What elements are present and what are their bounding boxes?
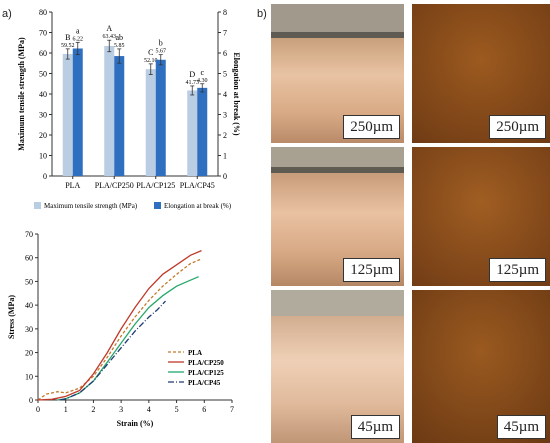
x-tick-label: PLA/CP250 [95, 181, 134, 190]
y-tick-label: 20 [25, 349, 33, 358]
legend-swatch [154, 202, 161, 209]
significance-letter: ab [115, 33, 123, 42]
legend-label: PLA/CP250 [188, 359, 224, 367]
bar [187, 90, 198, 176]
thickness-label: 45µm [350, 415, 400, 439]
y2-tick-label: 4 [223, 90, 227, 99]
y-tick-label: 10 [39, 152, 47, 161]
bar [104, 45, 115, 176]
y2-tick-label: 2 [223, 131, 227, 140]
data-label: 63.43 [103, 34, 117, 40]
x-tick-label: 1 [64, 405, 68, 414]
y-tick-label: 20 [39, 131, 47, 140]
thickness-label: 125µm [489, 258, 546, 282]
series-line [57, 276, 199, 401]
x-tick-label: 6 [202, 405, 206, 414]
significance-letter: b [159, 39, 163, 48]
y-tick-label: 30 [39, 111, 47, 120]
y2-tick-label: 1 [223, 152, 227, 161]
x-tick-label: PLA [65, 181, 80, 190]
bar [114, 56, 125, 177]
y-tick-label: 0 [29, 396, 33, 405]
legend-label: PLA/CP125 [188, 369, 224, 377]
line-chart-stress-strain: 0 10 20 30 40 50 60 70 0 1 2 3 4 5 6 7 Strain (%) Stress … [7, 230, 234, 428]
y2-axis-title: Elongation at break (%) [232, 52, 241, 136]
data-label: 52.10 [144, 58, 158, 64]
legend-label: Elongation at break (%) [164, 202, 232, 210]
significance-letter: c [200, 68, 204, 77]
x-axis-title: Strain (%) [117, 419, 154, 428]
y2-tick-label: 7 [223, 29, 227, 38]
panel-a-label: a) [2, 8, 12, 20]
y2-tick-label: 3 [223, 111, 227, 120]
data-label: 5.85 [114, 43, 125, 49]
significance-letter: a [76, 26, 80, 35]
legend-swatch [34, 202, 41, 209]
legend-label: PLA/CP45 [188, 379, 221, 387]
x-tick-label: 7 [230, 405, 234, 414]
series-line [60, 300, 166, 401]
y-axis-title: Maximum tensile strength (MPa) [17, 37, 26, 151]
bar [197, 87, 208, 176]
y-tick-label: 80 [39, 8, 47, 17]
y-axis-title: Stress (MPa) [7, 295, 16, 339]
thickness-label: 250µm [343, 115, 400, 139]
bar [62, 53, 73, 176]
x-tick-label: 4 [147, 405, 151, 414]
y-tick-label: 70 [25, 230, 33, 239]
y-tick-label: 50 [39, 70, 47, 79]
x-tick-label: PLA/CP45 [180, 181, 215, 190]
y-tick-label: 50 [25, 277, 33, 286]
photo-roll-250: 250µm [271, 4, 404, 143]
bar-chart-tensile: 0 10 20 30 40 50 60 70 80 0 1 2 3 4 5 6 7 8 Maximum tensil… [17, 8, 241, 210]
y-tick-label: 0 [43, 172, 47, 181]
data-label: 6.22 [73, 36, 84, 42]
legend-label: Maximum tensile strength (MPa) [44, 202, 138, 210]
y-tick-label: 60 [25, 254, 33, 263]
y2-tick-label: 0 [223, 172, 227, 181]
y2-tick-label: 6 [223, 49, 227, 58]
bar [145, 69, 156, 176]
y-tick-label: 30 [25, 325, 33, 334]
y-tick-label: 40 [39, 90, 47, 99]
series-line [37, 258, 202, 401]
y-tick-label: 70 [39, 29, 47, 38]
photo-sheet-45: 45µm [412, 290, 550, 443]
significance-letter: D [189, 70, 195, 79]
bar [155, 59, 166, 176]
panel-b-label: b) [257, 8, 267, 20]
thickness-label: 125µm [343, 258, 400, 282]
data-label: 5.67 [156, 49, 167, 55]
y-tick-label: 40 [25, 301, 33, 310]
photo-sheet-125: 125µm [412, 147, 550, 286]
photo-grid: 250µm 250µm 125µm [271, 4, 550, 443]
y2-tick-label: 5 [223, 70, 227, 79]
y-tick-label: 60 [39, 49, 47, 58]
thickness-label: 250µm [489, 115, 546, 139]
x-tick-label: 0 [36, 405, 40, 414]
x-tick-label: 2 [91, 405, 95, 414]
y2-tick-label: 8 [223, 8, 227, 17]
significance-letter: C [148, 48, 153, 57]
legend-label: PLA [188, 349, 202, 357]
data-label: 59.52 [61, 43, 75, 49]
y-tick-label: 10 [25, 372, 33, 381]
x-tick-label: 5 [175, 405, 179, 414]
thickness-label: 45µm [496, 415, 546, 439]
bar [72, 48, 83, 176]
series-line [37, 250, 202, 401]
photo-roll-125: 125µm [271, 147, 404, 286]
x-tick-label: 3 [119, 405, 123, 414]
significance-letter: A [106, 24, 112, 33]
photo-roll-45: 45µm [271, 290, 404, 443]
photo-sheet-250: 250µm [412, 4, 550, 143]
data-label: 4.30 [197, 78, 208, 84]
data-label: 41.73 [186, 80, 200, 86]
x-tick-label: PLA/CP125 [136, 181, 175, 190]
significance-letter: B [65, 33, 70, 42]
